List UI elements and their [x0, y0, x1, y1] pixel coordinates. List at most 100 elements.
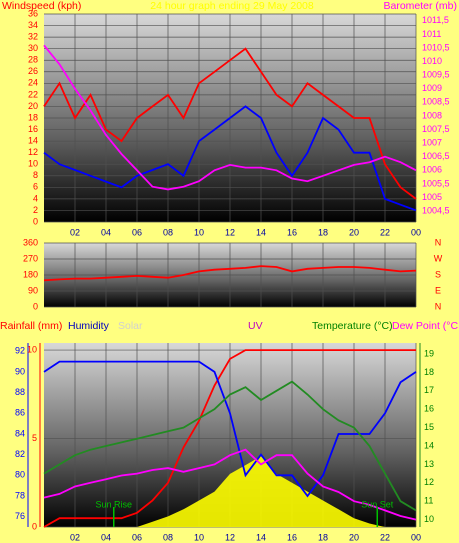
y-axis-title: Rainfall (mm) [0, 320, 62, 332]
series-line [43, 360, 417, 498]
x-tick-label: 20 [349, 227, 359, 237]
compass-label: N [435, 301, 442, 311]
y2-tick-label: 1011 [422, 29, 441, 39]
series-line [43, 47, 417, 200]
y-tick-label: 32 [28, 31, 38, 41]
y-axis-title: Windspeed (kph) [2, 0, 81, 12]
compass-label: S [435, 269, 441, 279]
x-tick-label: 10 [194, 532, 204, 542]
y2-tick-label: 1007 [422, 138, 442, 148]
y2-tick-label: 1009,5 [422, 70, 450, 80]
x-tick-label: 08 [163, 227, 173, 237]
y-tick-label: 8 [33, 170, 38, 180]
x-tick-label: 22 [380, 227, 390, 237]
y2-tick-label: 14 [424, 440, 434, 450]
y-tick-label: 10 [28, 159, 38, 169]
y2-tick-label: 15 [424, 422, 434, 432]
area [44, 456, 416, 527]
x-tick-label: 00 [411, 532, 421, 542]
y2-tick-label: 1010,5 [422, 42, 450, 52]
y-tick-label: 10 [27, 344, 37, 354]
x-tick-label: 18 [318, 532, 328, 542]
x-tick-label: 04 [101, 532, 111, 542]
x-tick-label: 04 [101, 227, 111, 237]
y-tick-label: 16 [28, 124, 38, 134]
chart-title: 24 hour graph ending 29 May 2008 [150, 0, 314, 12]
x-tick-label: 02 [70, 227, 80, 237]
x-tick-label: 16 [287, 227, 297, 237]
y-tick-label: 2 [33, 205, 38, 215]
y-tick-label: 30 [28, 43, 38, 53]
x-tick-label: 08 [163, 532, 173, 542]
compass-label: E [435, 285, 441, 295]
x-tick-label: 00 [411, 227, 421, 237]
legend-entry: Dew Point (°C [392, 320, 458, 332]
y-tick-label: 18 [28, 112, 38, 122]
series-line [43, 44, 417, 191]
x-tick-label: 06 [132, 227, 142, 237]
y2-tick-label: 1005 [422, 192, 442, 202]
x-tick-label: 02 [70, 532, 80, 542]
series-line [43, 349, 416, 528]
y-tick-label: 36 [28, 8, 38, 18]
x-tick-label: 20 [349, 532, 359, 542]
y-tick-label: 4 [33, 193, 38, 203]
y-tick-label: 24 [28, 78, 38, 88]
y2-tick-label: 19 [424, 348, 434, 358]
x-tick-label: 22 [380, 532, 390, 542]
series-line [43, 105, 417, 212]
y-tick-label: 0 [33, 216, 38, 226]
y2-axis-title: Barometer (mb) [383, 0, 457, 12]
y2-tick-label: 10 [424, 514, 434, 524]
series-line [43, 265, 417, 282]
compass-label: N [435, 237, 442, 247]
legend-entry: UV [248, 320, 263, 332]
x-tick-label: 14 [256, 227, 266, 237]
y2-tick-label: 16 [424, 404, 434, 414]
y2-tick-label: 1005,5 [422, 178, 450, 188]
annotation: Sun Set [361, 499, 394, 509]
y-tick-label: 270 [23, 253, 38, 263]
y-tick-label: 20 [28, 101, 38, 111]
y-tick-label: 34 [28, 20, 38, 30]
x-tick-label: 10 [194, 227, 204, 237]
x-tick-label: 14 [256, 532, 266, 542]
y2-tick-label: 13 [424, 459, 434, 469]
y3-axis-title: Humidity [68, 320, 110, 332]
y-tick-label: 28 [28, 55, 38, 65]
y-tick-label: 6 [33, 182, 38, 192]
y-tick-label: 360 [23, 237, 38, 247]
x-tick-label: 16 [287, 532, 297, 542]
y-tick-label: 180 [23, 269, 38, 279]
y-tick-label: 0 [32, 521, 37, 531]
y3-tick-label: 82 [15, 449, 25, 459]
y2-tick-label: 1006,5 [422, 151, 450, 161]
y3-tick-label: 76 [15, 511, 25, 521]
y3-tick-label: 86 [15, 408, 25, 418]
compass-label: W [434, 253, 443, 263]
y2-tick-label: 1007,5 [422, 124, 450, 134]
y2-tick-label: 18 [424, 367, 434, 377]
y-tick-label: 22 [28, 89, 38, 99]
legend-entry: Solar [118, 320, 143, 332]
y3-tick-label: 78 [15, 490, 25, 500]
y3-tick-label: 84 [15, 428, 25, 438]
y3-tick-label: 80 [15, 470, 25, 480]
y2-tick-label: 12 [424, 477, 434, 487]
y-tick-label: 0 [33, 301, 38, 311]
y-tick-label: 5 [32, 433, 37, 443]
y-tick-label: 26 [28, 66, 38, 76]
y3-tick-label: 92 [15, 346, 25, 356]
y2-tick-label: 1008,5 [422, 97, 450, 107]
annotation: Sun Rise [95, 499, 132, 509]
y2-tick-label: 1010 [422, 56, 442, 66]
x-tick-label: 18 [318, 227, 328, 237]
y2-tick-label: 1008 [422, 110, 442, 120]
y2-tick-label: 17 [424, 385, 434, 395]
y3-tick-label: 88 [15, 387, 25, 397]
y-tick-label: 90 [28, 285, 38, 295]
x-tick-label: 06 [132, 532, 142, 542]
y2-tick-label: 1009 [422, 83, 442, 93]
